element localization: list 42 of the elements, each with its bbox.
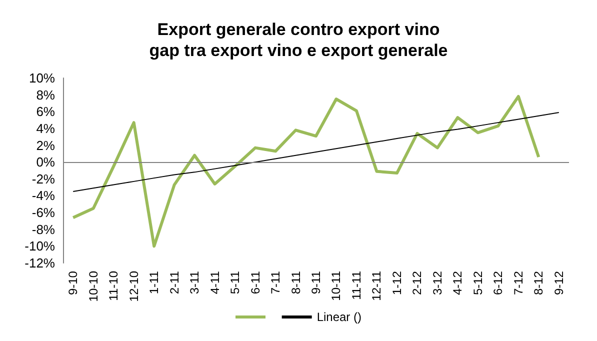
line-series	[72, 112, 560, 192]
x-tick-label: 11-11	[349, 270, 364, 300]
chart-title: Export generale contro export vino	[157, 20, 440, 39]
x-tick-label: 10-11	[329, 270, 344, 301]
legend-label: Linear ()	[316, 310, 362, 324]
x-tick-label: 12-10	[126, 270, 141, 302]
line-series	[72, 95, 540, 248]
x-tick-label: 2-12	[410, 270, 424, 296]
x-tick-label: 7-12	[511, 270, 526, 296]
chart-subtitle: gap tra export vino e export generale	[149, 41, 448, 60]
x-tick-label: 10-10	[86, 270, 100, 302]
y-tick-label: 6%	[36, 104, 56, 120]
y-tick-label: -6%	[32, 205, 56, 220]
x-tick-label: 9-11	[309, 270, 323, 294]
y-tick-label: 2%	[36, 138, 56, 153]
x-tick-label: 12-11	[370, 270, 384, 301]
x-tick-label: 7-11	[268, 270, 283, 294]
x-tick-label: 4-11	[208, 270, 222, 294]
x-tick-label: 1-11	[147, 270, 162, 294]
x-tick-label: 5-11	[228, 270, 242, 294]
y-tick-label: -8%	[32, 222, 56, 237]
x-tick-label: 6-11	[248, 270, 262, 294]
y-tick-label: -10%	[24, 238, 56, 254]
x-tick-label: 8-11	[288, 270, 303, 294]
x-tick-label: 2-11	[167, 270, 182, 294]
y-tick-label: 8%	[36, 87, 56, 102]
x-tick-label: 9-12	[552, 270, 566, 296]
y-tick-label: -12%	[24, 256, 56, 270]
y-tick-label: -4%	[32, 188, 56, 204]
x-tick-label: 11-10	[106, 270, 121, 301]
y-tick-label: 4%	[36, 120, 56, 136]
y-tick-label: 10%	[28, 70, 56, 86]
x-tick-label: 6-12	[491, 270, 506, 296]
x-tick-label: 3-12	[430, 270, 444, 296]
x-tick-label: 8-12	[532, 270, 546, 296]
x-tick-label: 9-10	[66, 270, 80, 296]
x-tick-label: 4-12	[450, 270, 465, 296]
x-tick-label: 3-11	[188, 270, 202, 294]
y-tick-label: -2%	[32, 171, 56, 186]
x-tick-label: 5-12	[470, 270, 485, 296]
y-tick-label: 0%	[36, 154, 56, 170]
x-tick-label: 1-12	[390, 270, 404, 296]
